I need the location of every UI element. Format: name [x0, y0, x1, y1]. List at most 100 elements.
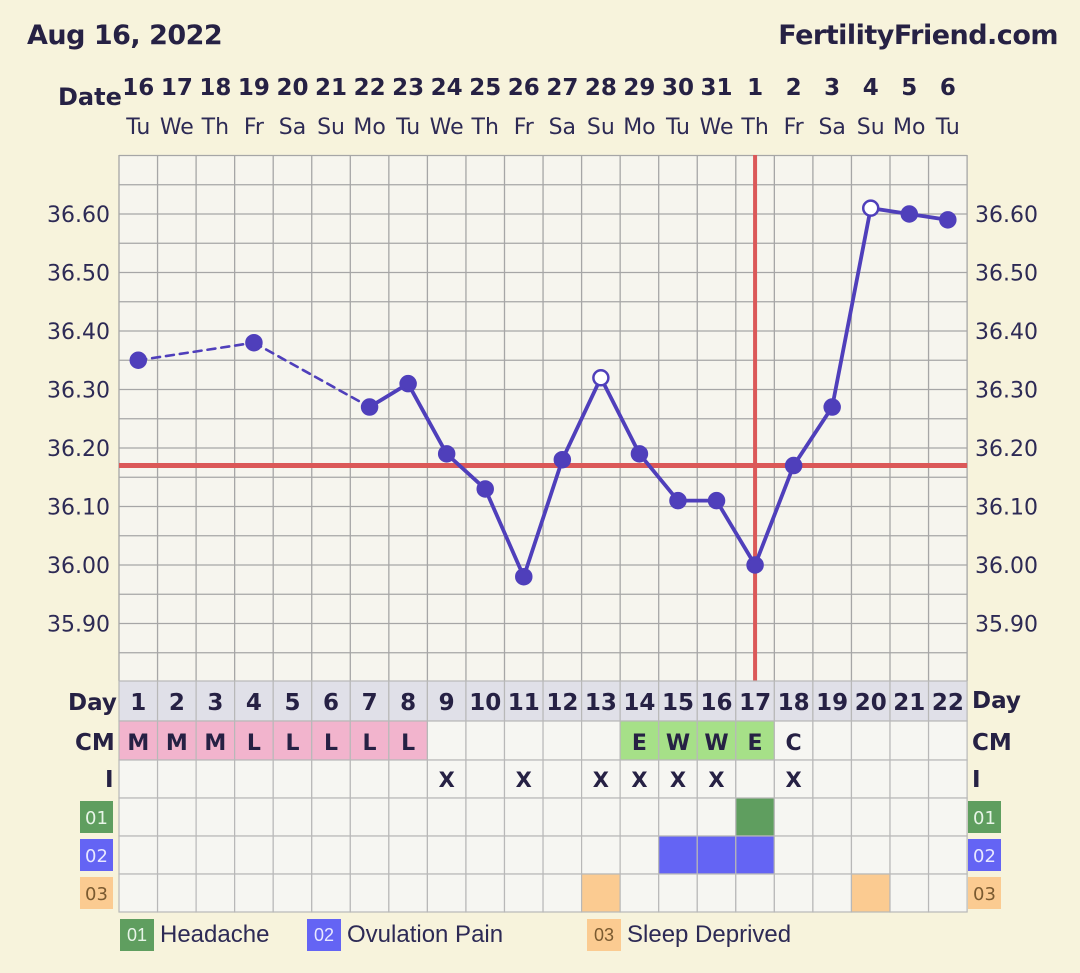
table-cell — [619, 759, 660, 799]
date-label: 2 — [786, 75, 802, 101]
symptom-badge-left — [80, 801, 113, 833]
y-tick-label-left: 36.60 — [47, 203, 110, 228]
table-cell — [426, 873, 467, 913]
cm-label: M — [204, 731, 226, 756]
table-cell — [580, 759, 621, 799]
symptom-badge-right-code: 03 — [973, 884, 996, 905]
y-tick-label-left: 36.00 — [47, 554, 110, 579]
table-cell — [195, 835, 236, 875]
table-cell — [311, 873, 351, 913]
date-label: 19 — [238, 75, 270, 101]
temperature-point — [861, 199, 880, 217]
temperature-point — [939, 211, 957, 229]
temperature-segment — [830, 206, 873, 409]
cycle-day-label: 20 — [855, 690, 887, 716]
table-cell — [580, 873, 621, 913]
row-label-right: Day — [972, 688, 1021, 714]
date-label: 6 — [940, 75, 956, 101]
table-cell — [503, 797, 544, 837]
table-cell — [426, 680, 467, 722]
weekday-label: Su — [317, 115, 345, 140]
table-cell — [503, 720, 544, 761]
y-tick-label-right: 36.20 — [975, 437, 1038, 462]
table-cell — [156, 835, 197, 875]
table-cell — [542, 797, 583, 837]
table-cell — [812, 680, 853, 722]
weekday-label: Fr — [514, 115, 535, 140]
y-tick-label-right: 36.60 — [975, 203, 1038, 228]
table-cell — [195, 873, 236, 913]
weekday-label: Tu — [125, 115, 150, 140]
table-cell — [619, 797, 660, 837]
y-tick-label-left: 36.50 — [47, 262, 110, 287]
weekday-label: Su — [857, 115, 885, 140]
table-cell — [696, 873, 737, 913]
table-cell — [503, 680, 544, 722]
cycle-day-label: 7 — [362, 690, 378, 716]
table-cell — [735, 759, 775, 799]
temperature-segment — [753, 463, 796, 567]
legend-item-01: 01 Headache — [120, 917, 269, 953]
temperature-segment — [483, 487, 526, 579]
chart-date: Aug 16, 2022 — [27, 20, 223, 51]
table-cell — [465, 759, 506, 799]
table-cell — [272, 835, 313, 875]
temperature-point — [746, 556, 764, 574]
row-label-right: I — [972, 767, 981, 793]
y-tick-label-right: 36.30 — [975, 379, 1038, 404]
weekday-label: Sa — [818, 115, 845, 140]
table-cell — [773, 873, 814, 913]
weekday-label: Tu — [395, 115, 420, 140]
table-cell — [889, 873, 930, 913]
cm-label: M — [166, 731, 188, 756]
table-cell — [696, 720, 737, 761]
weekday-label: Mo — [623, 115, 655, 140]
cycle-day-label: 12 — [546, 690, 578, 716]
cm-label: E — [632, 731, 647, 756]
date-label: 5 — [901, 75, 917, 101]
table-cell — [773, 759, 814, 799]
table-cell — [542, 873, 583, 913]
table-cell — [580, 797, 621, 837]
symptom-badge-right — [968, 801, 1001, 833]
intercourse-mark: X — [439, 768, 455, 792]
weekday-label: Th — [740, 115, 768, 140]
symptom-badge-left-code: 01 — [85, 808, 108, 829]
row-label-left: Day — [68, 690, 117, 716]
date-label: 23 — [392, 75, 424, 101]
table-cell — [349, 835, 390, 875]
symptom-badge-right — [968, 877, 1001, 909]
symptom-badge-right-code: 02 — [973, 846, 996, 867]
table-cell — [272, 759, 313, 799]
table-cell — [812, 759, 853, 799]
temperature-point — [707, 491, 726, 510]
table-cell — [773, 797, 814, 837]
table-cell — [272, 873, 313, 913]
legend-label-sleep-deprived: Sleep Deprived — [627, 921, 792, 948]
date-label: 27 — [546, 75, 578, 101]
date-label: 4 — [863, 75, 879, 101]
table-cell — [349, 797, 390, 837]
temperature-segment — [791, 405, 835, 468]
table-cell — [156, 759, 197, 799]
cycle-day-label: 19 — [816, 690, 848, 716]
table-cell — [889, 797, 930, 837]
cm-label: L — [285, 731, 299, 756]
table-cell — [156, 797, 197, 837]
cm-label: M — [127, 731, 149, 756]
weekday-label: Th — [201, 115, 229, 140]
temperature-point — [360, 398, 379, 416]
temperature-point — [515, 567, 533, 586]
temperature-point — [245, 333, 263, 352]
y-tick-label-right: 36.40 — [975, 320, 1038, 345]
symptom-badge-right-code: 01 — [973, 808, 996, 829]
table-cell — [850, 759, 891, 799]
intercourse-mark: X — [516, 768, 532, 792]
row-label-left: CM — [75, 730, 115, 756]
symptom-badge-left-code: 03 — [85, 884, 108, 905]
table-cell — [542, 759, 583, 799]
intercourse-mark: X — [593, 768, 609, 792]
temperature-point — [553, 450, 572, 469]
legend-swatch-03: 03 — [587, 919, 621, 951]
table-cell — [311, 720, 351, 761]
